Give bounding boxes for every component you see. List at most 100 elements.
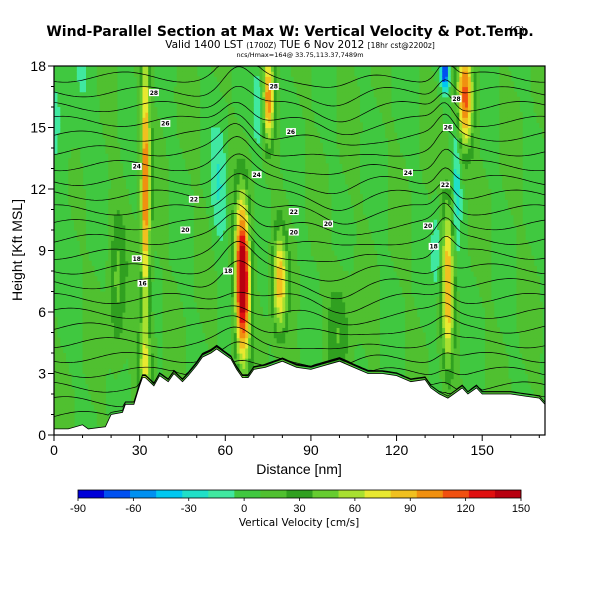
velocity-cell	[353, 255, 358, 262]
velocity-cell	[145, 132, 149, 139]
velocity-cell	[268, 271, 272, 277]
velocity-cell	[273, 107, 278, 113]
velocity-cell	[116, 322, 121, 328]
velocity-cell	[353, 132, 358, 139]
velocity-cell	[382, 91, 386, 98]
velocity-cell	[136, 127, 141, 134]
velocity-cell	[111, 209, 115, 216]
velocity-cell	[162, 322, 166, 328]
velocity-cell	[356, 204, 361, 211]
velocity-cell	[168, 342, 172, 349]
velocity-cell	[387, 224, 392, 231]
velocity-cell	[430, 142, 435, 149]
velocity-cell	[113, 132, 118, 139]
velocity-cell	[368, 260, 372, 267]
velocity-cell	[319, 163, 323, 170]
velocity-cell	[82, 76, 86, 82]
velocity-cell	[199, 189, 204, 195]
velocity-cell	[79, 214, 84, 221]
velocity-cell	[425, 96, 429, 103]
velocity-cell	[447, 286, 452, 293]
velocity-cell	[450, 224, 455, 231]
velocity-cell	[396, 245, 401, 252]
velocity-cell	[270, 142, 275, 149]
velocity-cell	[236, 148, 241, 154]
velocity-cell	[105, 265, 109, 272]
velocity-cell	[268, 96, 272, 103]
velocity-cell	[279, 301, 283, 308]
velocity-cell	[136, 168, 141, 175]
velocity-cell	[102, 291, 106, 298]
velocity-cell	[65, 424, 69, 431]
velocity-cell	[310, 235, 315, 241]
velocity-cell	[202, 235, 206, 241]
velocity-cell	[233, 199, 238, 205]
velocity-cell	[113, 240, 118, 246]
velocity-cell	[310, 122, 315, 129]
velocity-cell	[213, 286, 218, 293]
velocity-cell	[336, 265, 341, 272]
velocity-cell	[250, 337, 255, 344]
velocity-cell	[436, 301, 440, 308]
velocity-cell	[322, 353, 326, 359]
velocity-cell	[133, 235, 138, 241]
velocity-cell	[82, 240, 86, 246]
velocity-cell	[242, 368, 246, 375]
velocity-cell	[316, 214, 321, 221]
velocity-cell	[370, 301, 375, 308]
velocity-cell	[356, 163, 361, 170]
velocity-cell	[242, 347, 246, 354]
velocity-cell	[216, 137, 221, 144]
velocity-cell	[148, 260, 152, 267]
velocity-cell	[159, 148, 164, 154]
velocity-cell	[185, 127, 189, 134]
velocity-cell	[233, 245, 238, 252]
velocity-cell	[113, 101, 118, 108]
velocity-cell	[339, 301, 343, 308]
velocity-cell	[230, 163, 235, 170]
velocity-cell	[325, 204, 329, 211]
velocity-cell	[113, 81, 118, 88]
velocity-cell	[410, 317, 415, 323]
velocity-cell	[188, 168, 192, 175]
velocity-cell	[213, 178, 218, 185]
velocity-cell	[119, 317, 124, 323]
velocity-cell	[336, 76, 341, 82]
velocity-cell	[319, 291, 323, 298]
velocity-cell	[425, 86, 429, 93]
velocity-cell	[68, 409, 72, 416]
velocity-cell	[73, 219, 78, 226]
velocity-cell	[88, 347, 92, 354]
velocity-cell	[228, 96, 232, 103]
velocity-cell	[442, 291, 446, 298]
velocity-cell	[419, 96, 423, 103]
velocity-cell	[342, 332, 346, 339]
velocity-cell	[456, 178, 460, 185]
velocity-cell	[71, 153, 75, 159]
velocity-cell	[125, 276, 129, 282]
velocity-cell	[305, 66, 309, 72]
velocity-cell	[325, 265, 329, 272]
velocity-cell	[433, 255, 438, 262]
velocity-cell	[228, 260, 232, 267]
velocity-cell	[148, 117, 152, 123]
velocity-cell	[193, 183, 198, 190]
velocity-cell	[462, 107, 466, 113]
velocity-cell	[142, 148, 146, 154]
velocity-cell	[233, 337, 238, 344]
velocity-cell	[96, 378, 101, 385]
velocity-cell	[136, 148, 141, 154]
velocity-cell	[239, 132, 243, 139]
velocity-cell	[373, 296, 378, 303]
velocity-cell	[427, 153, 432, 159]
velocity-cell	[265, 168, 269, 175]
velocity-cell	[310, 153, 315, 159]
velocity-cell	[179, 373, 184, 380]
velocity-cell	[268, 286, 272, 293]
velocity-cell	[145, 322, 149, 328]
velocity-cell	[248, 178, 252, 185]
velocity-cell	[396, 163, 401, 170]
velocity-cell	[196, 286, 201, 293]
velocity-cell	[348, 332, 352, 339]
velocity-cell	[445, 86, 449, 93]
